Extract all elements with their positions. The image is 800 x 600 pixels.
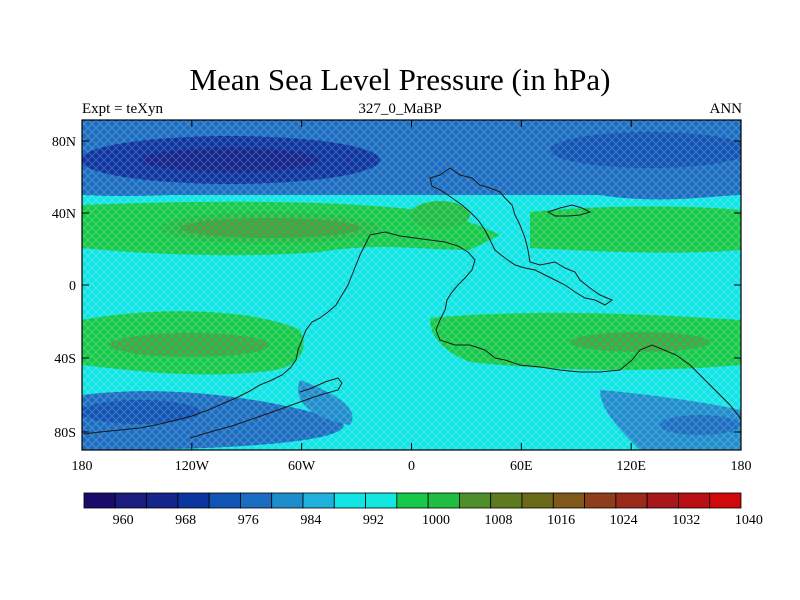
colorbar-label: 1008	[485, 513, 513, 528]
colorbar-box	[333, 492, 366, 509]
lat-tick-label: 40N	[52, 207, 76, 222]
colorbar-box	[678, 492, 711, 509]
latitude-axis: 80N 40N 0 40S 80S	[52, 135, 741, 441]
plot-title: Mean Sea Level Pressure (in hPa)	[189, 62, 611, 97]
colorbar-label: 976	[238, 513, 259, 528]
lon-tick-label: 0	[408, 459, 415, 474]
colorbar-box	[208, 492, 241, 509]
colorbar-box	[240, 492, 273, 509]
colorbar-box	[521, 492, 554, 509]
lon-tick-label: 120W	[175, 459, 210, 474]
colorbar-label: 1000	[422, 513, 450, 528]
time-label: 327_0_MaBP	[358, 101, 442, 117]
pressure-field	[82, 120, 741, 450]
colorbar-box	[552, 492, 585, 509]
colorbar-box	[396, 492, 429, 509]
lat-tick-label: 0	[69, 279, 76, 294]
colorbar-label: 1032	[672, 513, 700, 528]
lat-tick-label: 40S	[54, 352, 76, 367]
lon-tick-label: 180	[731, 459, 752, 474]
colorbar-box	[271, 492, 304, 509]
lon-tick-label: 180	[72, 459, 93, 474]
colorbar-label: 1024	[610, 513, 638, 528]
colorbar-box	[459, 492, 492, 509]
continent-outlines	[83, 167, 742, 439]
lon-tick-label: 60W	[288, 459, 316, 474]
colorbar: 960 968 976 984 992 1000 1008 1016 1024 1032 1040	[83, 492, 763, 528]
colorbar-box	[365, 492, 398, 509]
longitude-axis: 180 120W 60W 0 60E 120E 180	[72, 120, 752, 474]
colorbar-box	[615, 492, 648, 509]
lon-tick-label: 60E	[510, 459, 533, 474]
colorbar-box	[427, 492, 460, 509]
lat-tick-label: 80N	[52, 135, 76, 150]
season-label: ANN	[709, 101, 743, 117]
colorbar-label: 968	[175, 513, 196, 528]
colorbar-label: 1016	[547, 513, 575, 528]
colorbar-label: 992	[363, 513, 384, 528]
colorbar-box	[114, 492, 147, 509]
colorbar-label: 960	[113, 513, 134, 528]
colorbar-box	[177, 492, 210, 509]
colorbar-box	[584, 492, 617, 509]
colorbar-box	[646, 492, 679, 509]
experiment-label: Expt = teXyn	[82, 101, 163, 117]
colorbar-box	[146, 492, 179, 509]
lon-tick-label: 120E	[616, 459, 646, 474]
colorbar-label: 1040	[735, 513, 763, 528]
lat-tick-label: 80S	[54, 426, 76, 441]
colorbar-box	[302, 492, 335, 509]
colorbar-label: 984	[300, 513, 321, 528]
colorbar-box	[83, 492, 116, 509]
colorbar-box	[709, 492, 742, 509]
colorbar-box	[490, 492, 523, 509]
